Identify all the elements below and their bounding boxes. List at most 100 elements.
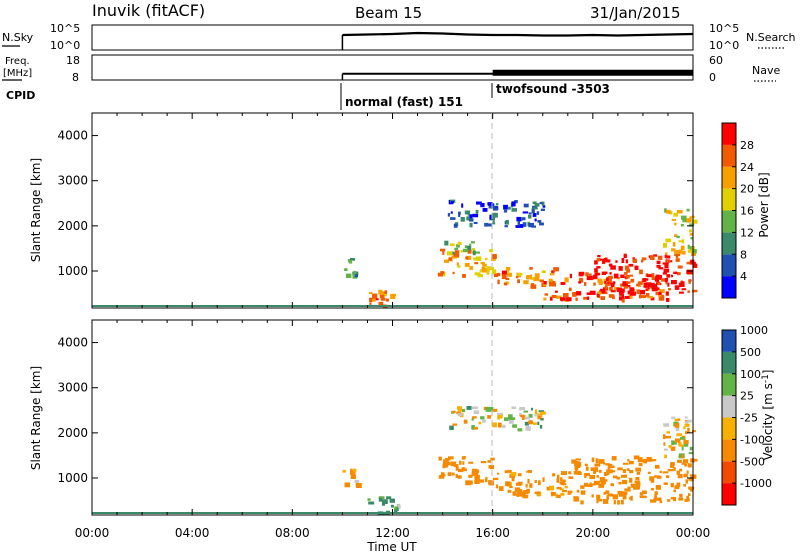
rti-cell [674, 250, 677, 255]
rti-cell [514, 200, 518, 204]
rti-cell [485, 407, 492, 412]
rti-cell [368, 501, 375, 505]
rti-cell [519, 407, 522, 411]
rti-cell [460, 249, 463, 253]
rti-cell [668, 445, 672, 448]
colorbar-segment [722, 210, 736, 233]
velocity-colorbar-label: Velocity [m s-1] [761, 370, 775, 461]
rti-cell [630, 483, 636, 488]
nave-label: Nave [752, 64, 780, 77]
rti-cell [640, 289, 645, 295]
rti-cell [532, 201, 537, 204]
rti-cell [447, 213, 450, 217]
rti-cell [646, 274, 652, 278]
rti-cell [665, 255, 671, 259]
rti-cell [575, 458, 581, 461]
rti-cell [560, 492, 565, 496]
rti-cell [480, 416, 485, 420]
power-ylabel: Slant Range [km] [29, 158, 43, 262]
rti-cell [452, 410, 456, 414]
rti-cell [622, 469, 626, 473]
rti-cell [540, 411, 546, 415]
rti-cell [511, 406, 517, 409]
rti-cell [662, 262, 668, 265]
rti-cell [437, 272, 443, 277]
rti-cell [559, 481, 565, 485]
rti-cell [608, 294, 615, 298]
rti-cell [617, 467, 623, 471]
rti-cell [489, 249, 493, 253]
rti-cell [464, 263, 470, 267]
rti-cell [678, 240, 682, 243]
rti-cell [457, 241, 462, 245]
rti-cell [627, 459, 630, 462]
noise-left-tick-top: 10^5 [50, 22, 80, 35]
rti-cell [596, 266, 601, 269]
rti-cell [589, 475, 596, 480]
rti-cell [663, 434, 666, 439]
rti-cell [681, 454, 684, 459]
rti-cell [350, 474, 356, 479]
rti-cell [534, 491, 540, 495]
rti-cell [517, 473, 522, 477]
rti-cell [543, 281, 547, 285]
rti-cell [471, 468, 478, 474]
rti-cell [666, 260, 669, 265]
rti-cell [685, 479, 689, 484]
rti-cell [596, 498, 599, 504]
rti-cell [683, 484, 687, 487]
power-y-axis: 1000 2000 3000 4000 [57, 129, 693, 278]
rti-cell [635, 481, 641, 487]
rti-cell [503, 282, 508, 286]
rti-cell [556, 295, 562, 299]
rti-cell [451, 472, 455, 476]
rti-cell [663, 448, 668, 451]
colorbar-tick-label: -25 [740, 412, 758, 425]
rti-cell [485, 257, 488, 261]
rti-cell [671, 280, 677, 285]
y-tick-label: 1000 [57, 264, 88, 278]
rti-cell [667, 499, 671, 502]
rti-cell [549, 273, 555, 276]
rti-cell [440, 248, 446, 252]
rti-cell [680, 223, 684, 227]
y-tick-label: 1000 [57, 471, 88, 485]
rti-cell [552, 492, 556, 496]
rti-cell [678, 282, 685, 287]
rti-cell [673, 212, 679, 217]
rti-cell [643, 282, 648, 288]
rti-cell [611, 470, 616, 473]
y-tick-label: 4000 [57, 129, 88, 143]
rti-cell [601, 479, 608, 482]
rti-cell [476, 201, 482, 205]
rti-cell [467, 211, 470, 216]
rti-cell [666, 297, 670, 302]
rti-cell [459, 460, 462, 465]
rti-cell [442, 250, 445, 255]
rti-cell [601, 288, 606, 294]
colorbar-segment [722, 166, 736, 189]
rti-cell [624, 265, 630, 271]
rti-cell [578, 273, 584, 277]
rti-cell [473, 410, 480, 415]
rti-cell [679, 493, 683, 498]
rti-cell [526, 488, 530, 494]
rti-cell [480, 262, 485, 265]
rti-cell [461, 456, 465, 460]
rti-cell [355, 483, 362, 488]
rti-cell [639, 492, 644, 496]
rti-cell [688, 493, 691, 496]
rti-cell [486, 270, 490, 275]
rti-cell [467, 249, 472, 254]
rti-cell [349, 260, 353, 264]
rti-cell [664, 252, 668, 256]
rti-cell [685, 431, 688, 435]
x-tick-label: 16:00 [475, 526, 510, 540]
rti-cell [688, 419, 692, 423]
rti-cell [516, 493, 520, 497]
rti-cell [618, 481, 622, 485]
noise-left-label: N.Sky [2, 31, 34, 44]
rti-cell [350, 470, 356, 475]
rti-cell [618, 289, 623, 294]
rti-cell [598, 469, 602, 473]
